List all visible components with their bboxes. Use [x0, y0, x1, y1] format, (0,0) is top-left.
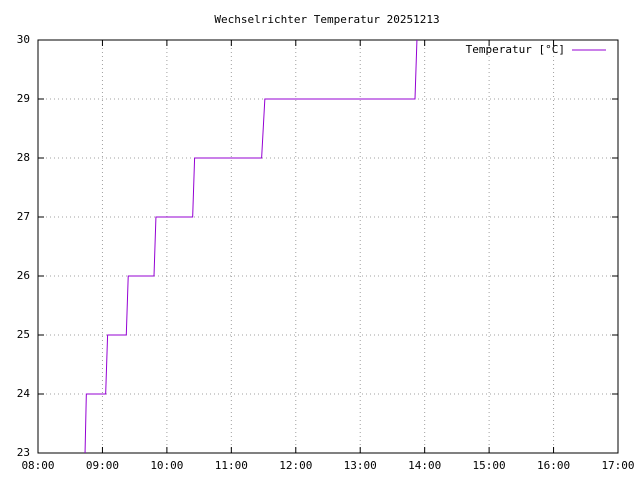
y-tick-label: 23	[17, 446, 30, 459]
legend-label: Temperatur [°C]	[466, 43, 565, 56]
y-tick-label: 27	[17, 210, 30, 223]
x-tick-label: 16:00	[537, 459, 570, 472]
y-tick-label: 30	[17, 33, 30, 46]
x-tick-label: 17:00	[601, 459, 634, 472]
x-tick-label: 11:00	[215, 459, 248, 472]
plot-border	[37, 39, 619, 454]
x-tick-label: 10:00	[150, 459, 183, 472]
data-line	[84, 39, 418, 454]
x-tick-label: 09:00	[86, 459, 119, 472]
y-tick-label: 24	[17, 387, 31, 400]
y-tick-label: 26	[17, 269, 30, 282]
y-tick-label: 28	[17, 151, 30, 164]
chart-title: Wechselrichter Temperatur 20251213	[214, 13, 439, 26]
x-tick-label: 08:00	[21, 459, 54, 472]
y-tick-label: 25	[17, 328, 30, 341]
x-tick-label: 12:00	[279, 459, 312, 472]
x-tick-label: 13:00	[344, 459, 377, 472]
x-tick-label: 14:00	[408, 459, 441, 472]
y-tick-label: 29	[17, 92, 30, 105]
x-tick-label: 15:00	[473, 459, 506, 472]
